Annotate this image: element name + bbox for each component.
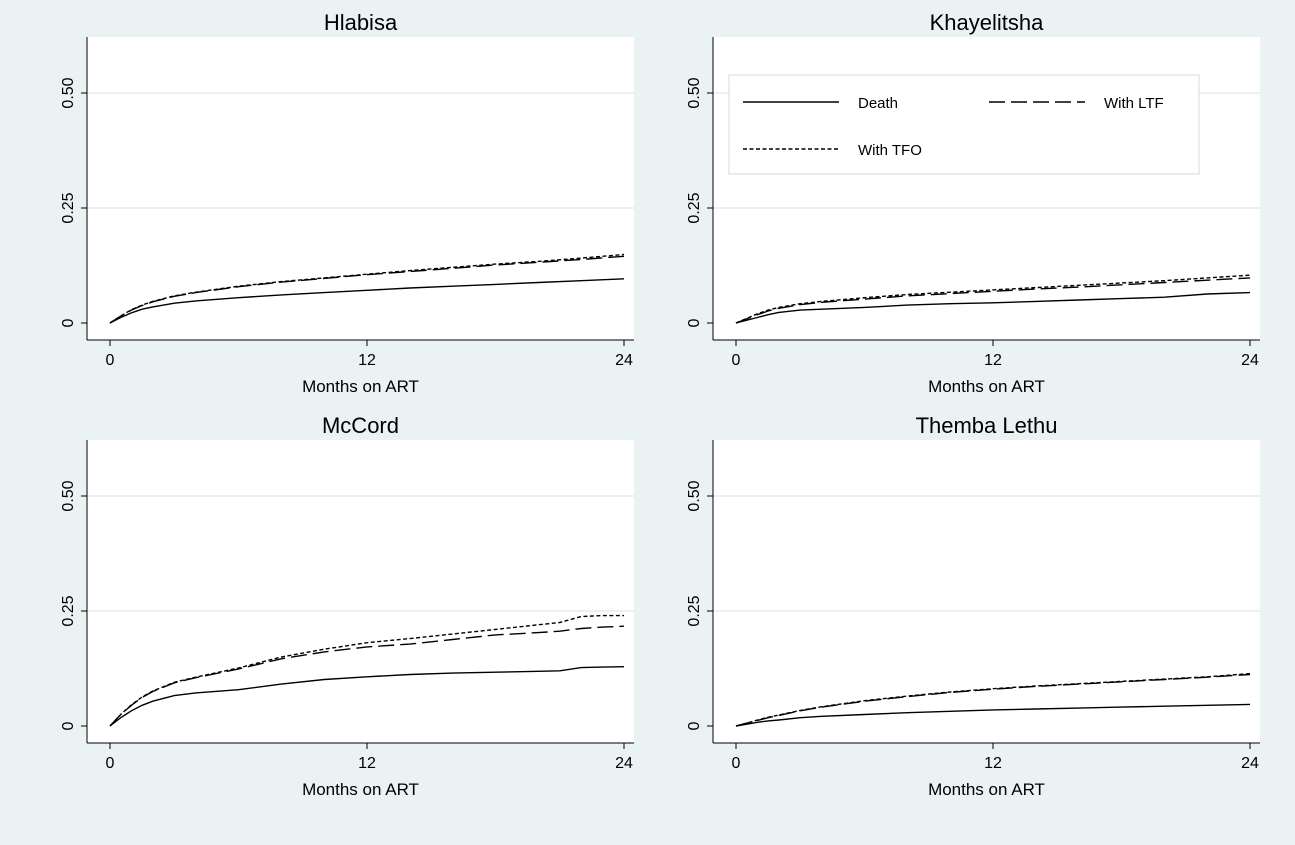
- series-line-death: [109, 278, 625, 324]
- y-tick-label: 0.25: [60, 192, 77, 223]
- x-tick-label: 24: [615, 755, 633, 772]
- y-tick-label: 0: [60, 721, 77, 730]
- x-axis-label: Months on ART: [928, 377, 1045, 396]
- y-tick-label: 0: [60, 318, 77, 327]
- series-line-death: [735, 291, 1251, 324]
- panel-title: McCord: [322, 413, 399, 438]
- x-tick-label: 12: [984, 755, 1002, 772]
- y-tick-label: 0.25: [60, 595, 77, 626]
- legend-label-death: Death: [858, 95, 898, 112]
- series-line-with-ltf: [109, 625, 625, 727]
- x-axis-label: Months on ART: [928, 780, 1045, 799]
- legend: Death With LTF With TFO: [728, 74, 1200, 175]
- panel-title: Hlabisa: [324, 10, 398, 35]
- x-tick-label: 12: [358, 352, 376, 369]
- panel-khayelitsha: Khayelitsha 0 0.25 0.50 0 12 24 Months on ART De…: [686, 10, 1260, 396]
- x-tick-label: 24: [1241, 352, 1259, 369]
- y-tick-label: 0.25: [686, 192, 703, 223]
- y-tick-label: 0.50: [686, 77, 703, 108]
- series-line-death: [109, 666, 625, 727]
- series-line-with-ltf: [735, 277, 1251, 324]
- series-line-with-tfo: [735, 274, 1251, 324]
- y-tick-label: 0.50: [60, 77, 77, 108]
- x-tick-label: 12: [358, 755, 376, 772]
- x-tick-label: 0: [732, 755, 741, 772]
- x-tick-label: 12: [984, 352, 1002, 369]
- series-line-with-tfo: [109, 253, 625, 324]
- panel-title: Themba Lethu: [916, 413, 1058, 438]
- panel-mccord: McCord 0 0.25 0.50 0 12 24 Months on ART: [60, 413, 634, 799]
- x-tick-label: 0: [106, 352, 115, 369]
- series-line-death: [735, 703, 1251, 727]
- y-tick-label: 0: [686, 318, 703, 327]
- y-tick-label: 0.50: [60, 480, 77, 511]
- panel-themba-lethu: Themba Lethu 0 0.25 0.50 0 12 24 Months on ART: [686, 413, 1260, 799]
- plot-area: [87, 440, 634, 743]
- x-tick-label: 24: [615, 352, 633, 369]
- legend-label-with-ltf: With LTF: [1104, 95, 1164, 112]
- plot-area: [87, 37, 634, 340]
- x-tick-label: 24: [1241, 755, 1259, 772]
- y-tick-label: 0: [686, 721, 703, 730]
- series-line-with-tfo: [735, 672, 1251, 727]
- x-tick-label: 0: [106, 755, 115, 772]
- x-axis-label: Months on ART: [302, 377, 419, 396]
- y-tick-label: 0.25: [686, 595, 703, 626]
- series-line-with-tfo: [109, 614, 624, 727]
- panel-title: Khayelitsha: [930, 10, 1045, 35]
- x-tick-label: 0: [732, 352, 741, 369]
- panel-hlabisa: Hlabisa 0 0.25 0.50 0 12 24 Months on ART: [60, 10, 634, 396]
- legend-box: [728, 74, 1200, 175]
- plot-area: [713, 440, 1260, 743]
- y-tick-label: 0.50: [686, 480, 703, 511]
- legend-label-with-tfo: With TFO: [858, 142, 922, 159]
- x-axis-label: Months on ART: [302, 780, 419, 799]
